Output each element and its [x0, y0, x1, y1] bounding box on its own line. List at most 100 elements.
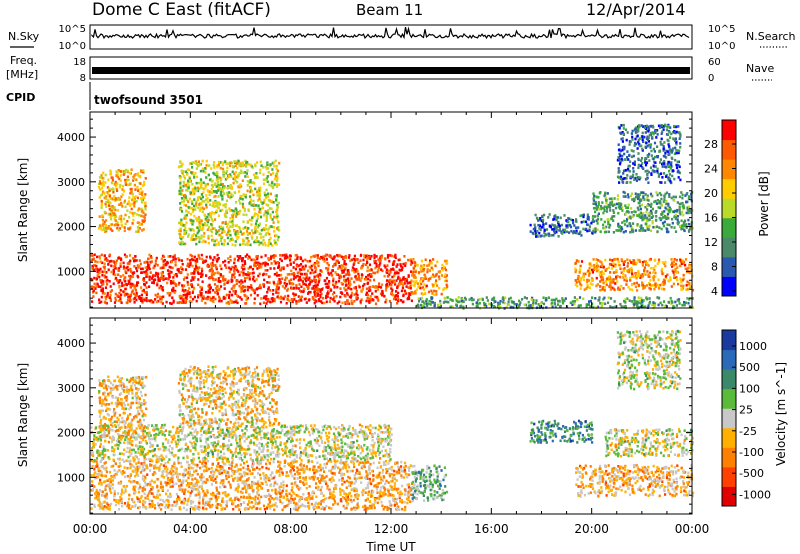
- power-scatter-cell-0: [266, 263, 269, 266]
- power-scatter-cell-8: [600, 304, 603, 308]
- power-scatter-cell-3: [178, 221, 181, 225]
- power-scatter-cell-3: [265, 232, 268, 235]
- power-scatter-cell-7: [664, 181, 667, 184]
- power-scatter-cell-7: [659, 140, 662, 144]
- power-scatter-cell-3: [204, 240, 207, 244]
- power-scatter-cell-0: [100, 300, 103, 304]
- power-scatter-cell-3: [227, 232, 230, 236]
- power-scatter-cell-0: [295, 302, 298, 305]
- power-scatter-cell-3: [275, 164, 278, 168]
- nsky-tick-top: 10^5: [59, 24, 86, 35]
- power-scatter-cell-7: [638, 144, 641, 148]
- power-scatter-cell-0: [400, 281, 403, 284]
- power-scatter-cell-2: [112, 196, 116, 200]
- power-scatter-cell-0: [262, 283, 265, 286]
- power-scatter-cell-7: [622, 181, 625, 184]
- power-scatter-cell-3: [217, 195, 220, 198]
- power-scatter-cell-8: [455, 299, 458, 303]
- power-scatter-cell-0: [245, 302, 248, 305]
- power-scatter-cell-0: [129, 282, 133, 286]
- power-scatter-cell-3: [193, 174, 196, 177]
- power-scatter-cell-2: [123, 171, 126, 175]
- power-scatter-cell-3: [185, 221, 188, 224]
- power-scatter-cell-8: [599, 302, 602, 305]
- power-scatter-cell-7: [646, 135, 649, 139]
- power-scatter-cell-7: [633, 178, 636, 181]
- power-scatter-cell-7: [668, 145, 671, 148]
- power-scatter-cell-0: [186, 292, 189, 295]
- power-scatter-cell-0: [146, 268, 149, 272]
- power-scatter-cell-8: [545, 297, 548, 300]
- power-scatter-cell-0: [181, 289, 184, 292]
- power-scatter-cell-0: [184, 298, 187, 302]
- power-scatter-cell-0: [344, 301, 347, 304]
- power-scatter-cell-0: [353, 254, 356, 258]
- power-scatter-cell-3: [193, 176, 196, 179]
- power-scatter-cell-7: [617, 143, 620, 146]
- power-scatter-cell-0: [269, 267, 272, 270]
- power-scatter-cell-0: [178, 258, 181, 262]
- power-scatter-cell-0: [205, 274, 208, 277]
- power-scatter-cell-0: [197, 278, 200, 281]
- power-scatter-cell-0: [101, 291, 104, 295]
- power-scatter-cell-2: [142, 184, 145, 187]
- power-scatter-cell-0: [186, 262, 190, 266]
- power-scatter-cell-0: [161, 271, 164, 274]
- power-scatter-cell-0: [391, 281, 394, 284]
- power-scatter-cell-7: [625, 138, 628, 142]
- power-scatter-cell-3: [269, 216, 272, 219]
- power-scatter-cell-2: [116, 172, 119, 175]
- power-scatter-cell-1: [413, 284, 416, 288]
- power-scatter-cell-0: [200, 292, 203, 295]
- power-scatter-cell-0: [260, 297, 263, 300]
- power-scatter-cell-2: [98, 182, 101, 186]
- power-scatter-cell-3: [233, 229, 236, 233]
- power-scatter-cell-2: [131, 202, 135, 206]
- power-scatter-cell-2: [130, 207, 133, 211]
- power-scatter-cell-6: [639, 207, 642, 211]
- power-scatter-cell-3: [196, 226, 199, 230]
- power-scatter-cell-0: [248, 276, 251, 279]
- power-scatter-cell-3: [266, 195, 269, 198]
- power-scatter-cell-0: [326, 295, 329, 298]
- power-scatter-cell-0: [190, 279, 193, 282]
- power-scatter-cell-0: [146, 272, 149, 275]
- power-scatter-cell-3: [224, 171, 227, 175]
- power-scatter-cell-0: [253, 261, 256, 265]
- power-scatter-cell-7: [637, 124, 641, 127]
- power-scatter-cell-0: [117, 295, 120, 298]
- power-scatter-cell-4: [548, 232, 551, 236]
- power-scatter-cell-0: [264, 262, 267, 265]
- power-scatter-cell-0: [238, 284, 241, 288]
- power-scatter-cell-0: [408, 281, 411, 284]
- power-scatter-cell-6: [624, 213, 627, 216]
- power-scatter-cell-0: [273, 259, 276, 263]
- power-scatter-cell-0: [114, 292, 117, 296]
- power-scatter-cell-5: [617, 286, 620, 290]
- power-scatter-cell-3: [188, 177, 191, 181]
- power-scatter-cell-0: [369, 289, 372, 292]
- power-scatter-cell-0: [104, 301, 107, 304]
- power-scatter-cell-2: [135, 200, 138, 203]
- power-scatter-cell-0: [307, 292, 310, 295]
- power-scatter-cell-6: [603, 230, 607, 234]
- power-scatter-cell-5: [582, 275, 585, 278]
- power-scatter-cell-0: [332, 277, 335, 281]
- power-scatter-cell-3: [208, 203, 212, 206]
- power-scatter-cell-4: [582, 215, 585, 219]
- power-scatter-cell-0: [216, 292, 219, 296]
- power-scatter-cell-0: [279, 300, 283, 304]
- power-scatter-cell-0: [286, 297, 289, 301]
- power-scatter-cell-7: [629, 160, 632, 163]
- power-scatter-cell-3: [275, 185, 279, 188]
- power-scatter-cell-3: [179, 185, 182, 188]
- power-scatter-cell-3: [267, 242, 270, 246]
- power-scatter-cell-7: [648, 133, 651, 137]
- power-scatter-cell-0: [284, 295, 287, 298]
- power-scatter-cell-8: [573, 296, 576, 299]
- power-scatter-cell-0: [253, 291, 256, 295]
- power-scatter-cell-1: [444, 279, 447, 283]
- power-scatter-cell-0: [319, 257, 322, 261]
- power-scatter-cell-5: [602, 278, 605, 282]
- power-scatter-cell-0: [237, 259, 240, 262]
